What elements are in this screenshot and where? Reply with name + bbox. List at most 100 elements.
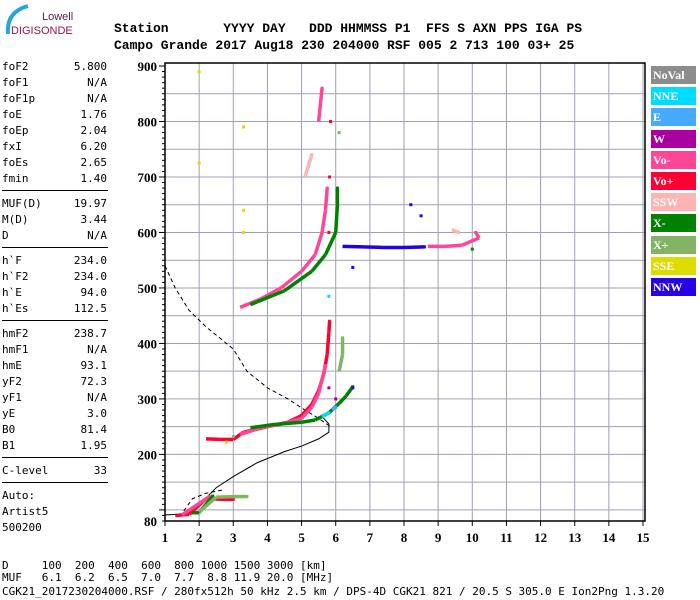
param-hes: h`Es 112.5 [2, 301, 107, 317]
trace-vo- [310, 392, 321, 409]
param-label: foEp [2, 124, 29, 137]
trace-x- [333, 204, 340, 233]
echo-point-sse [197, 70, 201, 74]
echo-point-vo+ [328, 175, 332, 179]
trace-vo+ [327, 321, 332, 333]
param-value: 93.1 [80, 359, 108, 372]
trace-x- [323, 231, 338, 256]
echo-point-nnw [422, 245, 426, 249]
divider [2, 482, 108, 483]
param-label: MUF(D) [2, 197, 42, 210]
y-tick-label: 800 [138, 114, 158, 129]
trace-x- [337, 394, 348, 405]
param-label: yE [2, 407, 16, 420]
param-label: foF1p [2, 92, 36, 105]
echo-point-nnw [351, 386, 355, 390]
param-value: 238.7 [73, 327, 107, 340]
param-label: yF2 [2, 375, 22, 388]
echo-point-vo- [320, 86, 324, 90]
trace-vo- [461, 239, 473, 247]
echo-point-nne [327, 411, 331, 415]
trace-nnw [362, 245, 384, 250]
param-label: foE [2, 108, 22, 121]
auto-line: 500200 [2, 521, 42, 534]
trace-x- [283, 269, 313, 293]
echo-point-nnw [351, 265, 355, 269]
param-d: D N/A [2, 228, 107, 244]
param-hf2: h`F2 234.0 [2, 269, 107, 285]
plot-frame [164, 62, 646, 522]
legend-w: W [651, 129, 696, 148]
param-ye: yE 3.0 [2, 406, 107, 422]
trace-vo- [323, 187, 329, 211]
param-foe: foE 1.76 [2, 107, 107, 123]
x-tick-label: 7 [367, 530, 374, 545]
x-tick-label: 10 [466, 530, 479, 545]
param-label: B0 [2, 423, 16, 436]
param-fof1: foF1 N/A [2, 75, 107, 91]
digisonde-logo: Lowell DIGISONDE [2, 4, 102, 38]
param-label: fmin [2, 172, 29, 185]
param-value: 2.65 [80, 156, 108, 169]
param-value: 19.97 [73, 197, 107, 210]
param-label: h`Es [2, 302, 29, 315]
param-value: 5.800 [73, 60, 107, 73]
legend-x: X- [651, 214, 696, 233]
param-value: 3.0 [87, 407, 107, 420]
echo-point-x+ [337, 131, 341, 135]
echo-point-vo+ [328, 319, 332, 323]
trace-vo- [279, 269, 303, 290]
x-tick-label: 6 [332, 530, 339, 545]
legend-vo: Vo- [651, 150, 696, 169]
legend-e: E [651, 108, 696, 127]
divider [2, 457, 108, 458]
y-tick-label: 400 [138, 336, 158, 351]
echo-point-vo+ [329, 119, 333, 123]
legend-nnw: NNW [651, 278, 696, 296]
echo-point-nnw [409, 203, 413, 207]
trace-x- [301, 418, 316, 424]
param-hf: h`F 234.0 [2, 253, 107, 269]
legend-noval: NoVal [651, 66, 696, 84]
echo-point-ssw [310, 153, 314, 157]
echo-point-vo+ [231, 497, 235, 501]
trace-x+ [337, 354, 345, 372]
trace-nnw [342, 244, 364, 249]
param-label: hmE [2, 359, 22, 372]
param-value: 234.0 [73, 270, 107, 283]
header-labels: Station YYYY DAY DDD HHMMSS P1 FFS S AXN… [114, 21, 583, 36]
param-label: hmF1 [2, 343, 29, 356]
legend-ssw: SSW [651, 193, 696, 212]
param-value: N/A [87, 76, 107, 89]
divider [2, 190, 108, 191]
y-tick-label: 700 [138, 170, 158, 185]
echo-point-sse [242, 230, 246, 234]
trace-ssw [303, 154, 314, 178]
header-values: Campo Grande 2017 Aug18 230 204000 RSF 0… [114, 38, 575, 53]
trace-x- [250, 422, 275, 430]
echo-point-vo- [323, 364, 327, 368]
param-b1: B1 1.95 [2, 438, 107, 454]
echo-point-nnw [419, 214, 423, 218]
param-value: 2.04 [80, 124, 108, 137]
muf-row: MUF 6.1 6.2 6.5 7.0 7.7 8.8 11.9 20.0 [M… [2, 571, 334, 584]
logo-text-digisonde: DIGISONDE [11, 25, 73, 37]
param-label: B1 [2, 439, 16, 452]
trace-vo+ [205, 437, 220, 442]
echo-point-x- [211, 494, 215, 498]
echo-point-x+ [245, 495, 249, 499]
echo-point-ssw [457, 230, 461, 234]
param-label: fxI [2, 140, 22, 153]
echo-point-nne [327, 294, 331, 298]
trace-x+ [216, 494, 234, 499]
param-yf1: yF1 N/A [2, 390, 107, 406]
trace-vo- [320, 210, 328, 233]
param-b0: B0 81.4 [2, 422, 107, 438]
param-fmin: fmin 1.40 [2, 171, 107, 187]
param-foes: foEs 2.65 [2, 155, 107, 171]
x-tick-label: 14 [602, 530, 616, 545]
param-foep: foEp 2.04 [2, 123, 107, 139]
echo-point-sse [242, 125, 246, 129]
legend-x: X+ [651, 235, 696, 254]
echo-point-e [334, 405, 338, 409]
